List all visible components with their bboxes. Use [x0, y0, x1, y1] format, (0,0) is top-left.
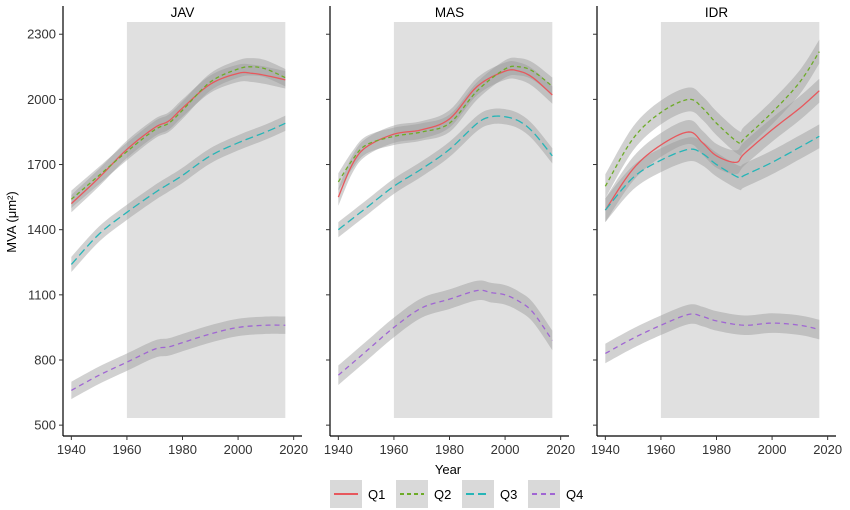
x-tick-label: 1940 [324, 442, 353, 457]
x-tick-label: 1980 [435, 442, 464, 457]
confidence-band-q1 [605, 78, 820, 223]
series-line-q2 [604, 51, 820, 187]
x-tick-label: 1960 [112, 442, 141, 457]
panel-title: IDR [705, 5, 729, 20]
x-tick-label: 2020 [279, 442, 308, 457]
y-tick-label: 500 [34, 418, 56, 433]
confidence-band-q1 [71, 63, 286, 213]
x-tick-label: 2000 [758, 442, 787, 457]
x-tick-label: 2020 [813, 442, 842, 457]
shaded-period [660, 22, 820, 418]
series-line-q1 [604, 90, 820, 211]
series-line-q2 [337, 65, 553, 183]
y-tick-label: 2000 [27, 92, 56, 107]
x-tick-label: 2000 [224, 442, 253, 457]
panel-jav: JAV 500 800 1100 1400 1700 2000 2300 1940 1960 198… [27, 5, 308, 457]
series-line-q2 [70, 66, 286, 200]
series-line-q4 [337, 289, 553, 376]
series-line-q3 [337, 115, 553, 231]
series-line-q3 [70, 122, 286, 265]
y-tick-label: 800 [34, 352, 56, 367]
x-tick-label: 1980 [702, 442, 731, 457]
confidence-band-q2 [338, 57, 553, 191]
shaded-period [126, 22, 286, 418]
confidence-band-q3 [605, 124, 820, 223]
series-line-q3 [604, 135, 820, 211]
y-tick-label: 1700 [27, 157, 56, 172]
x-tick-label: 2020 [546, 442, 575, 457]
panel-title: JAV [171, 5, 195, 20]
panel-mas: MAS 1940 1960 1980 2000 2020 [324, 5, 575, 457]
legend-label-q3: Q3 [500, 487, 517, 502]
series-line-q1 [70, 71, 286, 205]
shaded-period [393, 22, 553, 418]
legend-label-q4: Q4 [566, 487, 583, 502]
panel-idr: IDR 1940 1960 1980 2000 2020 [591, 5, 842, 457]
confidence-band-q1 [338, 61, 553, 206]
confidence-band-q3 [71, 115, 286, 273]
confidence-band-q4 [605, 304, 820, 364]
y-tick-label: 1400 [27, 222, 56, 237]
x-tick-label: 1940 [57, 442, 86, 457]
x-tick-label: 1960 [379, 442, 408, 457]
confidence-band-q4 [338, 280, 553, 385]
confidence-band-q4 [71, 316, 286, 400]
x-tick-label: 1980 [168, 442, 197, 457]
x-axis-title: Year [435, 462, 462, 477]
legend: Q1 Q2 Q3 Q4 [330, 480, 583, 508]
x-tick-label: 2000 [491, 442, 520, 457]
series-line-q4 [71, 324, 286, 391]
panel-title: MAS [435, 5, 464, 20]
axis-layer: MVA (μm²) Year [4, 191, 462, 477]
legend-label-q2: Q2 [434, 487, 451, 502]
panels-layer: JAV 500 800 1100 1400 1700 2000 2300 1940 1960 198… [27, 5, 842, 457]
confidence-band-q2 [71, 58, 286, 208]
y-tick-label: 2300 [27, 27, 56, 42]
y-axis-title: MVA (μm²) [4, 191, 19, 252]
series-line-q4 [605, 313, 820, 355]
legend-label-q1: Q1 [368, 487, 385, 502]
series-line-q1 [337, 69, 553, 198]
x-tick-label: 1960 [646, 442, 675, 457]
x-tick-label: 1940 [591, 442, 620, 457]
y-tick-label: 1100 [28, 287, 56, 302]
